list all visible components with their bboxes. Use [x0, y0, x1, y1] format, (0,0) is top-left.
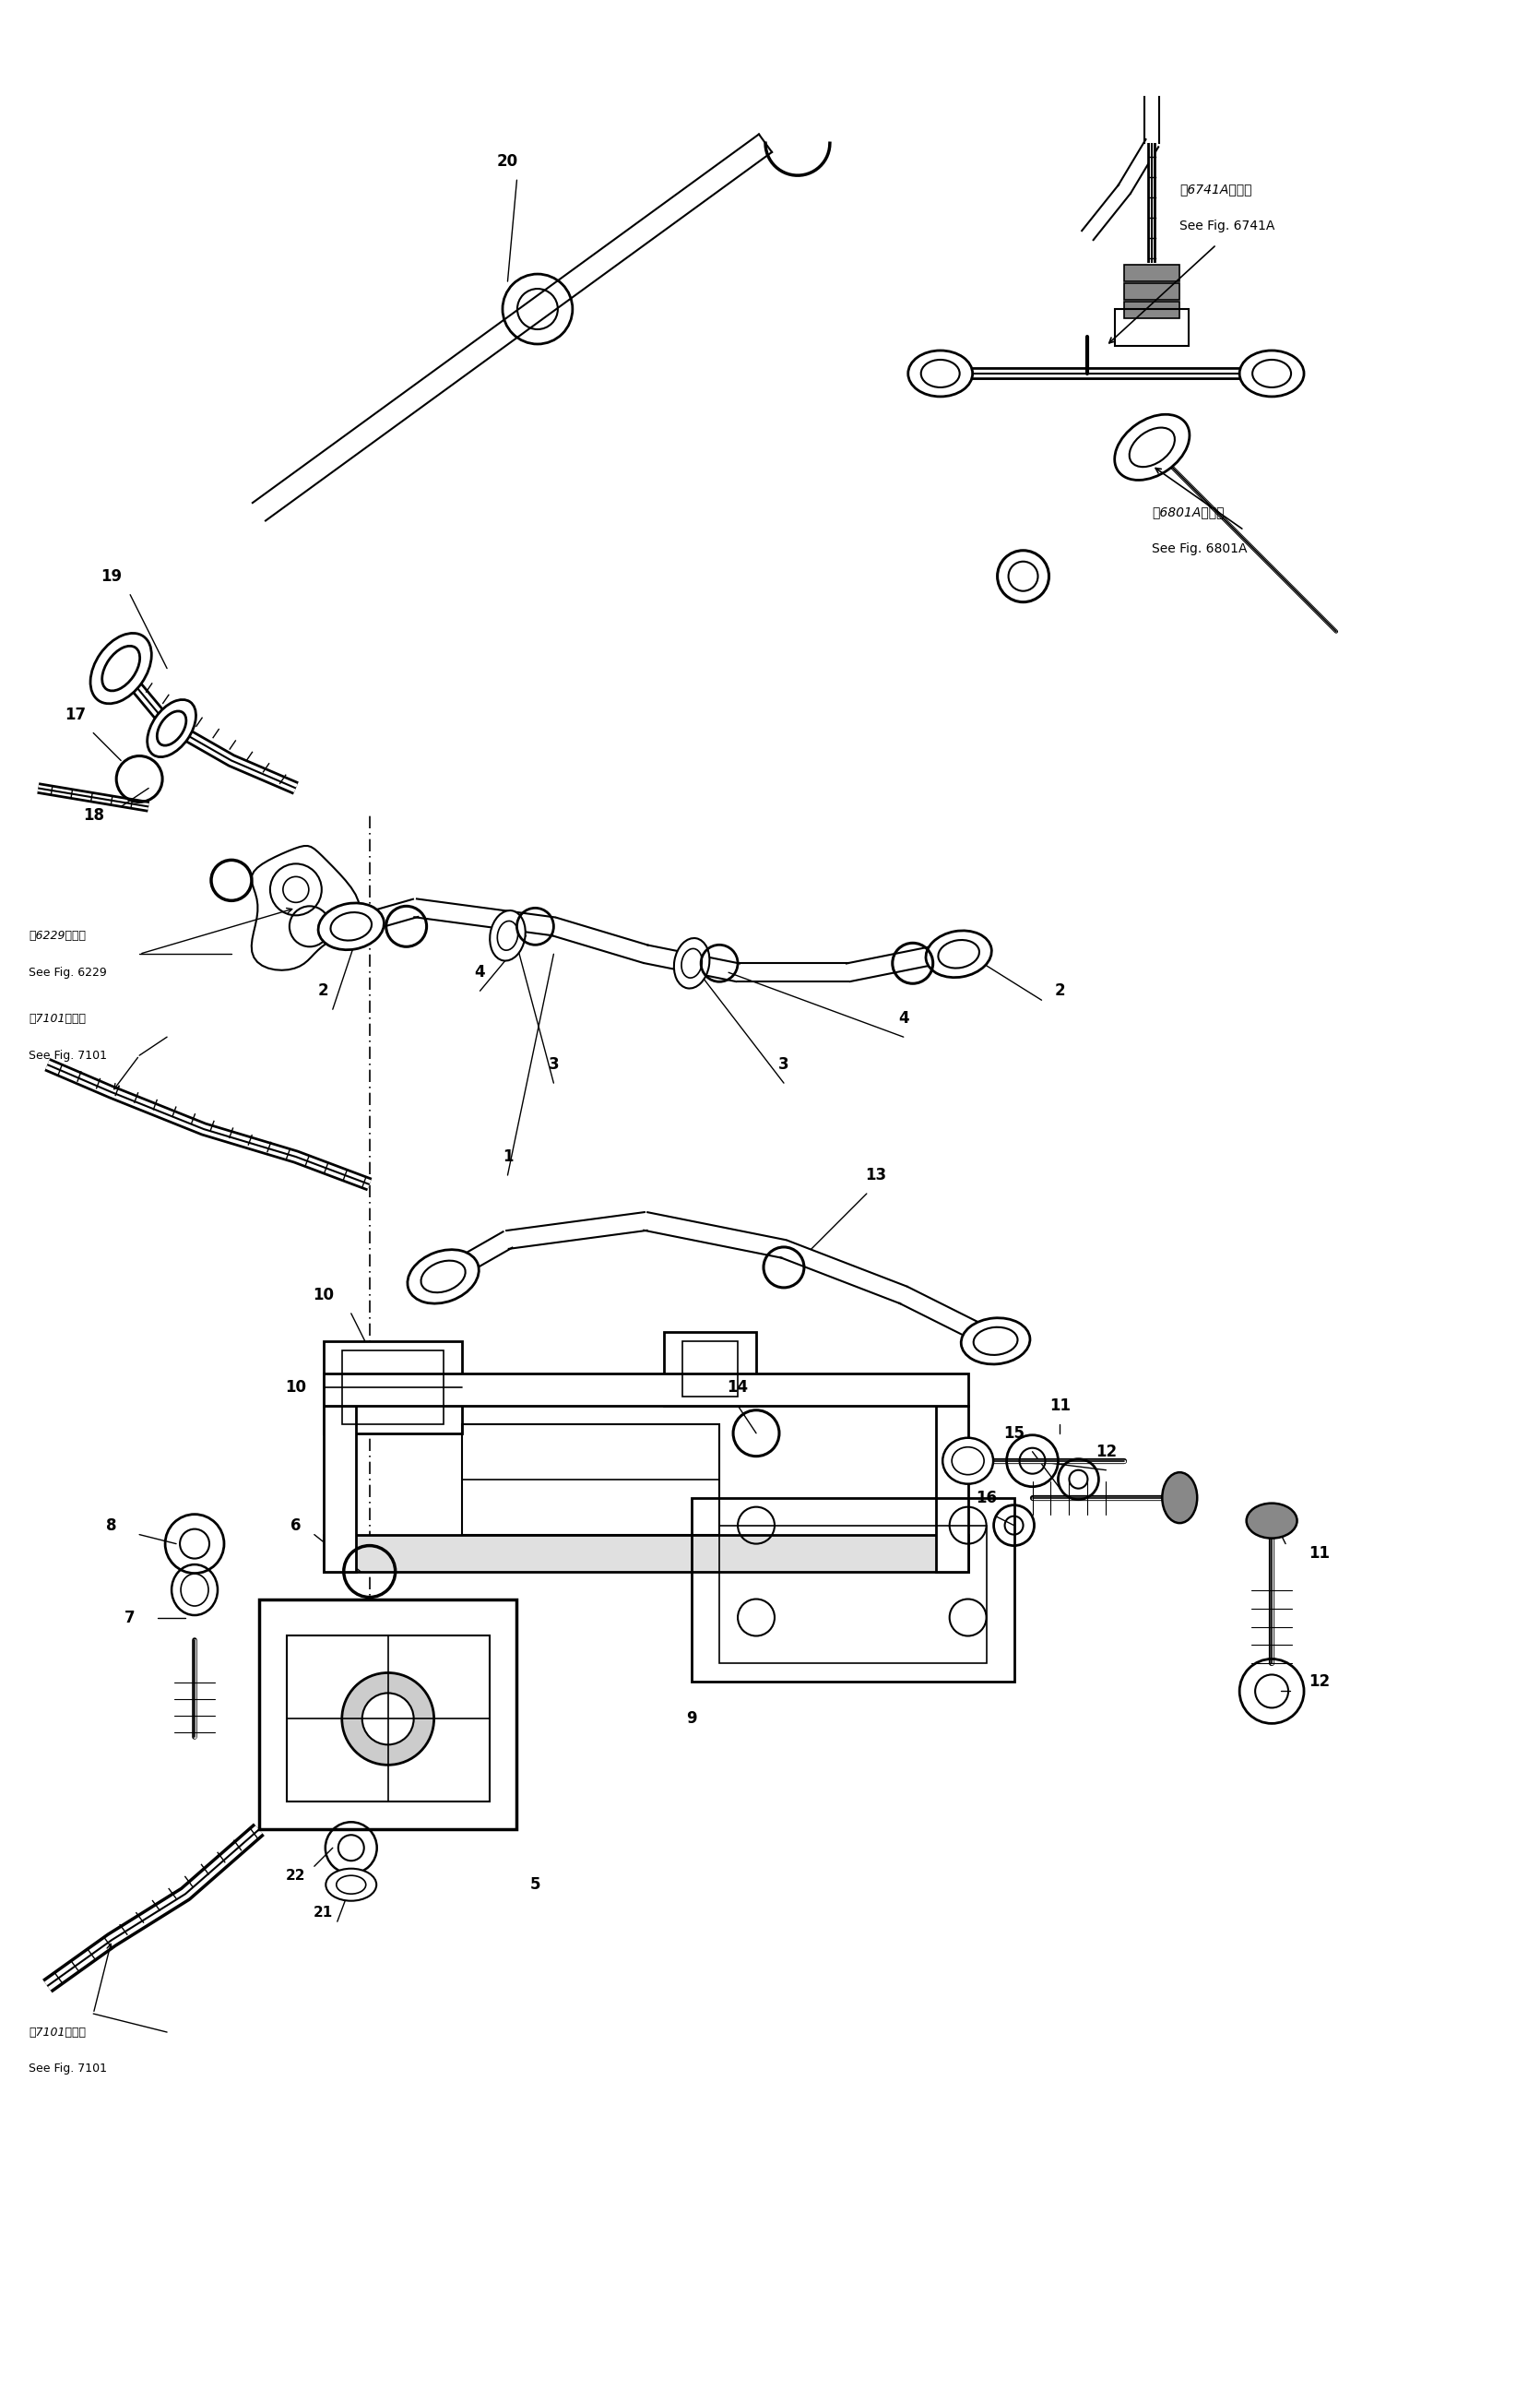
Ellipse shape	[420, 1261, 465, 1292]
Ellipse shape	[326, 1869, 376, 1900]
Ellipse shape	[952, 1446, 984, 1475]
Ellipse shape	[148, 699, 196, 757]
Bar	[1124, 283, 1180, 300]
Text: 7: 7	[125, 1609, 136, 1626]
Text: 11: 11	[1049, 1398, 1070, 1415]
Text: 17: 17	[65, 706, 86, 723]
Text: 3: 3	[548, 1057, 559, 1074]
Text: See Fig. 7101: See Fig. 7101	[29, 1050, 108, 1062]
Bar	[691, 1499, 1013, 1681]
Text: 4: 4	[898, 1011, 909, 1028]
Text: 16: 16	[976, 1489, 996, 1506]
Ellipse shape	[157, 711, 186, 745]
Circle shape	[342, 1672, 434, 1765]
Text: See Fig. 6801A: See Fig. 6801A	[1152, 543, 1247, 555]
Text: 13: 13	[865, 1167, 887, 1184]
Bar	[936, 1405, 969, 1571]
Bar	[719, 1525, 986, 1665]
Text: 19: 19	[102, 567, 122, 584]
Ellipse shape	[921, 360, 959, 387]
Bar	[1115, 310, 1189, 346]
Ellipse shape	[675, 939, 710, 987]
Ellipse shape	[180, 1573, 208, 1607]
Ellipse shape	[682, 949, 702, 978]
Bar	[664, 1331, 756, 1405]
Ellipse shape	[938, 939, 979, 968]
Ellipse shape	[973, 1328, 1018, 1355]
Polygon shape	[251, 846, 359, 970]
Bar	[323, 1340, 462, 1434]
Text: 第6229図参照: 第6229図参照	[29, 930, 86, 942]
Text: 1: 1	[502, 1148, 513, 1165]
Text: 4: 4	[474, 963, 485, 980]
Ellipse shape	[1163, 1472, 1197, 1523]
Bar	[323, 1374, 969, 1405]
Text: 20: 20	[497, 154, 519, 171]
Ellipse shape	[942, 1439, 993, 1484]
Bar	[682, 1340, 738, 1396]
Bar	[342, 1350, 444, 1424]
Ellipse shape	[171, 1564, 217, 1614]
Text: 第7101図参照: 第7101図参照	[29, 1014, 86, 1026]
Ellipse shape	[1252, 360, 1291, 387]
Text: See Fig. 6229: See Fig. 6229	[29, 966, 108, 978]
Ellipse shape	[319, 903, 383, 949]
Ellipse shape	[490, 910, 525, 961]
Text: See Fig. 6741A: See Fig. 6741A	[1180, 219, 1275, 233]
Bar	[462, 1424, 719, 1535]
Text: 3: 3	[778, 1057, 788, 1074]
Ellipse shape	[336, 1876, 367, 1893]
Bar	[1124, 264, 1180, 281]
Ellipse shape	[408, 1249, 479, 1304]
Text: 15: 15	[1004, 1424, 1024, 1441]
Ellipse shape	[909, 351, 973, 396]
Text: 12: 12	[1309, 1674, 1331, 1691]
Ellipse shape	[1115, 416, 1189, 480]
Text: 第6741A図参照: 第6741A図参照	[1180, 183, 1252, 195]
Ellipse shape	[1246, 1504, 1297, 1537]
Ellipse shape	[926, 930, 992, 978]
Text: 9: 9	[687, 1710, 698, 1727]
Text: See Fig. 7101: See Fig. 7101	[29, 2063, 108, 2075]
Bar	[286, 1636, 490, 1802]
Text: 第7101図参照: 第7101図参照	[29, 2027, 86, 2039]
Text: 22: 22	[286, 1869, 306, 1883]
Text: 10: 10	[313, 1287, 334, 1304]
Text: 14: 14	[727, 1379, 748, 1396]
Bar	[323, 1405, 356, 1571]
Text: 12: 12	[1095, 1444, 1116, 1460]
Circle shape	[362, 1693, 414, 1744]
Text: 2: 2	[319, 982, 330, 999]
Ellipse shape	[91, 634, 151, 704]
Ellipse shape	[497, 920, 517, 951]
Text: 第6801A図参照: 第6801A図参照	[1152, 504, 1224, 519]
Ellipse shape	[331, 913, 371, 942]
Text: 5: 5	[530, 1876, 541, 1893]
Bar	[259, 1600, 517, 1830]
Text: 21: 21	[314, 1905, 333, 1919]
Ellipse shape	[102, 646, 140, 692]
Ellipse shape	[1240, 351, 1304, 396]
Ellipse shape	[1129, 428, 1175, 466]
Text: 11: 11	[1309, 1544, 1329, 1561]
Text: 8: 8	[106, 1518, 117, 1532]
Text: 18: 18	[83, 807, 103, 824]
Text: 10: 10	[285, 1379, 306, 1396]
Text: 6: 6	[291, 1518, 302, 1532]
Bar	[1124, 303, 1180, 317]
Ellipse shape	[961, 1319, 1030, 1364]
Bar	[323, 1535, 969, 1571]
Text: 2: 2	[1055, 982, 1066, 999]
